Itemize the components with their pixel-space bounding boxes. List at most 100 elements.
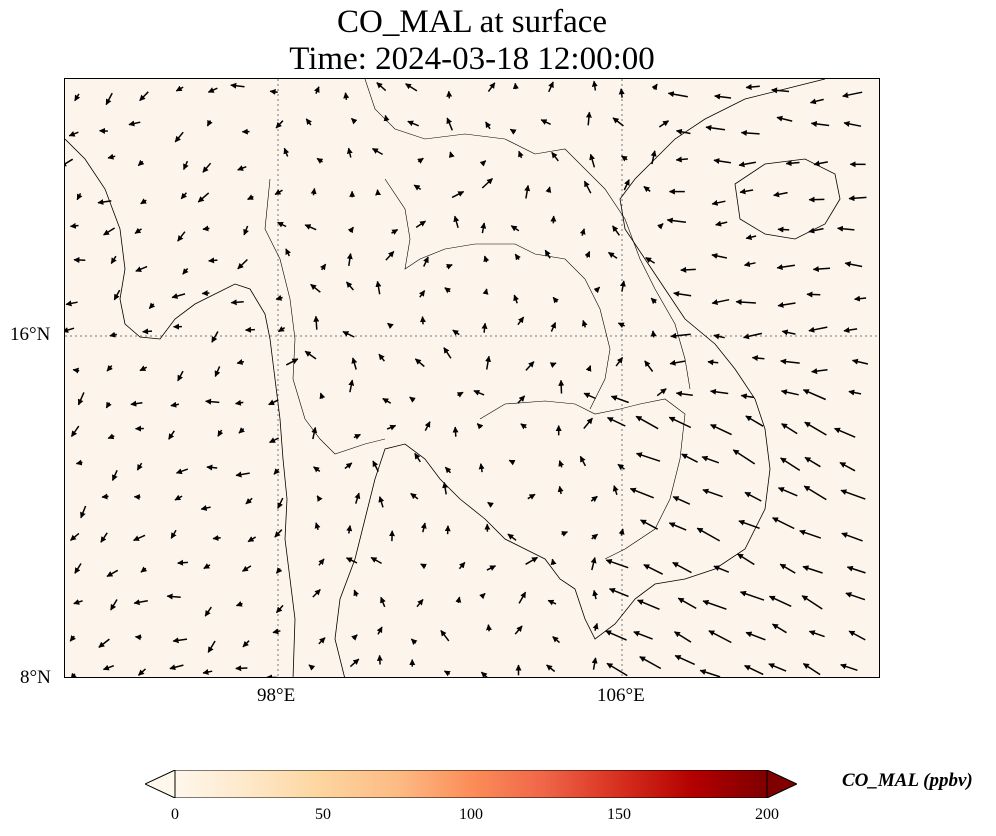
wind-arrow xyxy=(273,468,280,475)
wind-arrow xyxy=(376,626,383,635)
wind-arrow xyxy=(483,255,490,263)
wind-arrow xyxy=(247,194,254,201)
wind-arrow xyxy=(442,481,449,495)
wind-arrow xyxy=(378,496,385,508)
wind-arrow xyxy=(593,286,601,294)
wind-arrow xyxy=(617,463,625,471)
wind-arrow xyxy=(557,485,564,495)
wind-arrow xyxy=(839,461,856,472)
wind-arrow xyxy=(669,359,686,366)
wind-arrow xyxy=(668,416,692,429)
wind-arrow xyxy=(72,367,80,374)
wind-arrow xyxy=(148,302,156,310)
wind-arrow xyxy=(169,664,184,671)
wind-arrow xyxy=(701,455,720,464)
wind-arrow xyxy=(808,326,828,333)
wind-arrow xyxy=(128,120,141,127)
colorbar-tick-100: 100 xyxy=(459,806,483,823)
wind-arrow xyxy=(768,663,787,672)
colorbar xyxy=(145,770,797,798)
wind-arrow xyxy=(583,392,597,400)
wind-arrow xyxy=(130,400,143,407)
wind-arrow xyxy=(410,638,418,645)
wind-arrow xyxy=(650,150,657,165)
wind-arrow xyxy=(656,388,667,397)
wind-arrow xyxy=(97,199,112,206)
wind-arrow xyxy=(134,227,142,235)
wind-arrow xyxy=(771,623,787,634)
wind-arrow xyxy=(351,634,358,641)
wind-arrow xyxy=(738,519,760,530)
wind-arrow xyxy=(110,599,118,611)
wind-arrow xyxy=(375,280,382,295)
wind-arrow xyxy=(803,485,827,501)
wind-arrow xyxy=(708,630,732,644)
wind-arrow xyxy=(237,258,248,270)
wind-arrow xyxy=(241,565,252,572)
wind-arrow xyxy=(486,565,497,571)
wind-arrow xyxy=(643,564,664,575)
wind-arrow xyxy=(74,93,81,102)
wind-arrow xyxy=(133,599,148,606)
wind-arrow xyxy=(175,85,184,92)
wind-arrow xyxy=(481,177,494,189)
wind-arrow xyxy=(551,151,559,162)
border-myanmar-thailand xyxy=(264,178,386,455)
wind-arrow xyxy=(111,469,118,481)
wind-arrow xyxy=(380,596,386,608)
wind-arrow xyxy=(385,250,395,261)
wind-arrow xyxy=(313,466,321,473)
border-layer xyxy=(264,79,691,560)
wind-arrow xyxy=(242,640,250,648)
wind-arrow xyxy=(681,453,698,463)
wind-arrow xyxy=(238,427,245,434)
wind-arrow xyxy=(841,532,863,542)
wind-arrow xyxy=(139,91,149,102)
wind-arrow xyxy=(346,525,353,534)
wind-arrow xyxy=(140,198,147,205)
wind-arrow xyxy=(76,193,83,201)
wind-arrow xyxy=(487,501,494,508)
wind-arrow xyxy=(651,83,658,91)
wind-arrow xyxy=(245,497,253,505)
wind-arrow xyxy=(197,192,210,203)
wind-arrow xyxy=(410,492,419,500)
border-cambodia-vietnam xyxy=(604,398,686,560)
wind-arrow xyxy=(617,322,626,329)
wind-arrow xyxy=(451,190,465,199)
wind-arrow xyxy=(677,597,697,610)
wind-arrow xyxy=(415,220,426,229)
wind-arrow xyxy=(446,263,453,270)
wind-arrow xyxy=(107,153,116,160)
wind-arrow xyxy=(217,429,224,437)
wind-arrow xyxy=(590,495,598,503)
wind-arrow xyxy=(606,662,628,677)
wind-arrow xyxy=(517,316,525,326)
wind-arrow xyxy=(802,662,821,676)
wind-arrow xyxy=(313,86,320,94)
wind-arrow xyxy=(456,391,464,398)
wind-arrow xyxy=(183,160,189,171)
wind-arrow xyxy=(744,664,764,676)
wind-arrow xyxy=(418,290,426,298)
wind-arrow xyxy=(801,595,823,610)
wind-arrow xyxy=(283,147,290,157)
wind-arrow xyxy=(203,563,211,570)
wind-arrow xyxy=(214,366,221,377)
wind-arrow xyxy=(202,669,213,675)
wind-arrow xyxy=(702,488,723,498)
wind-arrow xyxy=(446,117,453,131)
wind-arrow xyxy=(443,670,451,677)
wind-arrow xyxy=(182,268,189,275)
wind-arrow xyxy=(480,671,488,677)
wind-arrow xyxy=(113,289,121,301)
wind-arrow xyxy=(777,226,790,233)
wind-arrow xyxy=(680,266,696,273)
wind-arrow xyxy=(643,185,651,193)
wind-arrow xyxy=(376,82,387,92)
wind-arrow xyxy=(452,426,459,437)
wind-arrow xyxy=(657,223,664,230)
wind-arrow xyxy=(777,301,796,308)
wind-arrow xyxy=(230,299,244,306)
wind-arrow xyxy=(809,98,824,105)
